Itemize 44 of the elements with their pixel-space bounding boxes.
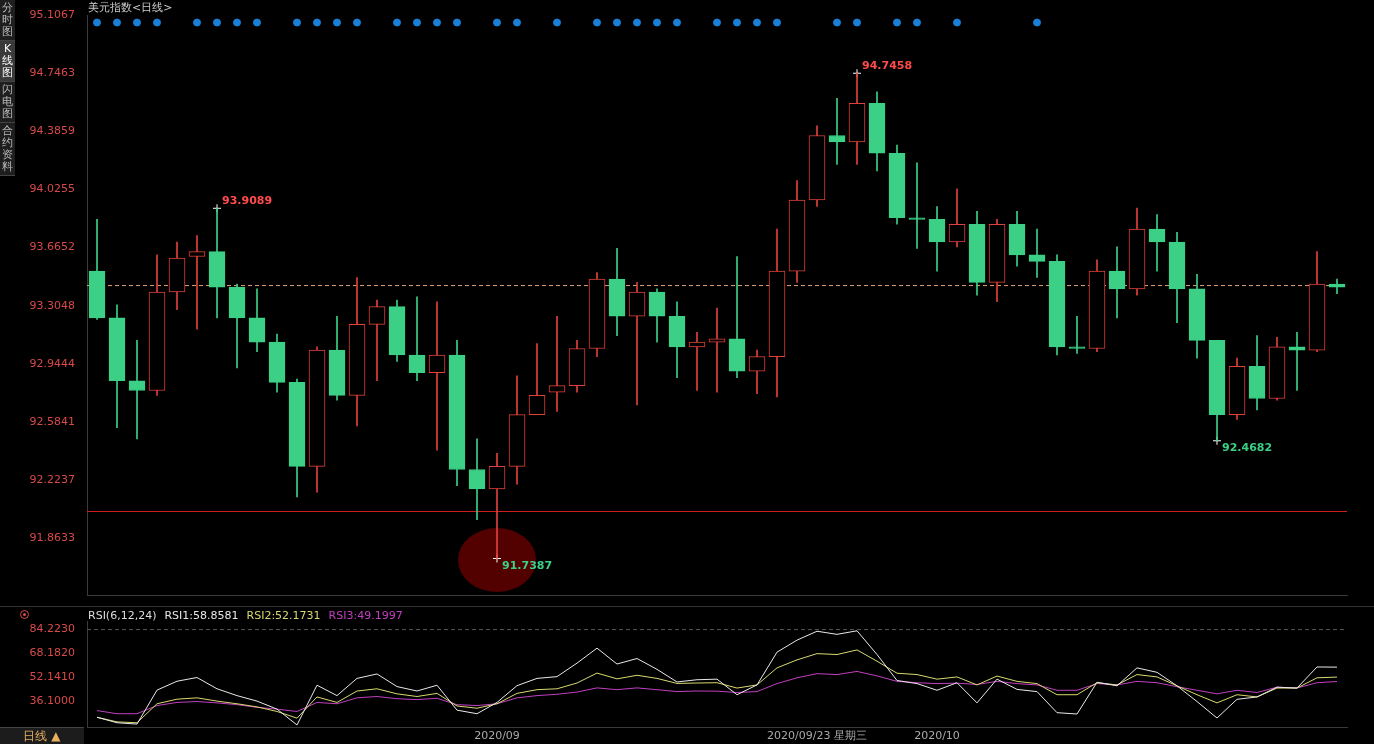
- text: 91.7387: [502, 558, 553, 572]
- candlestick: [428, 301, 446, 451]
- candlestick: [188, 235, 206, 330]
- text: 合约资料: [0, 123, 15, 176]
- y-tick-label: 92.2237: [29, 473, 75, 487]
- chart-title: 美元指数<日线>: [88, 0, 173, 15]
- candlestick: [908, 162, 926, 249]
- candlestick: [709, 307, 725, 393]
- candlestick: [1028, 228, 1046, 278]
- candlestick: [1068, 315, 1086, 354]
- text: RSI2:52.1731: [246, 609, 321, 622]
- text: 92.4682: [1222, 441, 1273, 455]
- text: 94.7458: [862, 58, 913, 72]
- y-tick-label: 95.1067: [29, 7, 75, 21]
- y-tick-label: 92.5841: [29, 414, 75, 428]
- y-tick-label: 92.9444: [29, 356, 75, 370]
- chart-title: RSI(6,12,24): [88, 609, 157, 622]
- y-tick-label: 93.6652: [29, 240, 75, 254]
- candlestick: [468, 438, 486, 520]
- y-tick-label: 91.8633: [29, 531, 75, 545]
- text: 分时图: [0, 0, 15, 41]
- text: K线图: [0, 41, 15, 82]
- text: 日线 ▲: [0, 727, 84, 744]
- x-tick-label: 2020/10: [914, 729, 960, 743]
- candlestick: [548, 315, 566, 412]
- y-tick-label: 36.1000: [29, 693, 75, 707]
- y-tick-label: 94.0255: [29, 182, 75, 196]
- candlestick: [408, 296, 426, 382]
- y-tick-label: 94.3859: [29, 124, 75, 138]
- text: 93.9089: [222, 193, 273, 207]
- candlestick: [1148, 214, 1166, 272]
- y-tick-label: 94.7463: [29, 66, 75, 80]
- text: RSI3:49.1997: [328, 609, 403, 622]
- candlestick: [128, 340, 146, 440]
- candlestick: [628, 282, 646, 406]
- y-tick-label: 84.2230: [29, 622, 75, 636]
- x-tick-label: 2020/09/23 星期三: [767, 729, 867, 743]
- y-tick-label: 93.3048: [29, 298, 75, 312]
- candlestick: [828, 98, 846, 165]
- x-tick-label: 2020/09: [474, 729, 520, 743]
- text: 闪电图: [0, 82, 15, 123]
- text: RSI1:58.8581: [164, 609, 239, 622]
- y-tick-label: 52.1410: [29, 670, 75, 684]
- y-tick-label: 68.1820: [29, 646, 75, 660]
